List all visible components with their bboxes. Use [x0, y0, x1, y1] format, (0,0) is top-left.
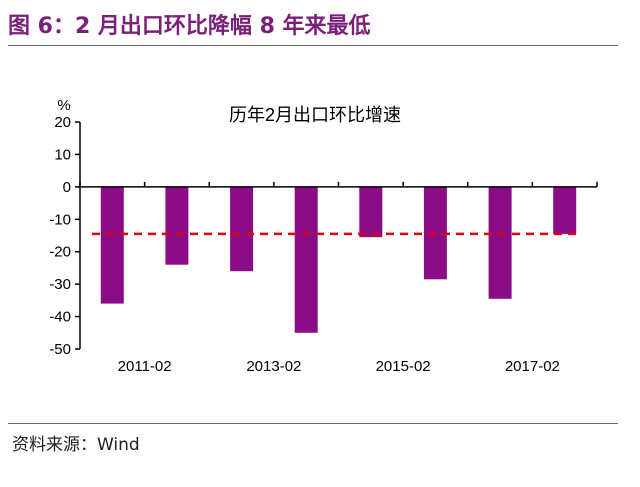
bar-2014-02 [294, 186, 318, 333]
figure-title: 图 6：2 月出口环比降幅 8 年来最低 [8, 14, 371, 39]
chart-title: 历年2月出口环比增速 [229, 105, 401, 125]
bar-2012-02 [165, 186, 189, 265]
source-note: 资料来源：Wind [12, 435, 140, 455]
bar-2013-02 [230, 186, 254, 272]
y-tick-label: 10 [54, 146, 71, 163]
bar-2018-02 [553, 186, 577, 234]
y-tick-label: -30 [49, 276, 71, 293]
y-tick-label: 0 [63, 179, 71, 196]
y-tick-label: 20 [54, 114, 71, 131]
bar-2015-02 [359, 186, 383, 238]
y-tick-label: -20 [49, 244, 71, 261]
x-tick-label: 2017-02 [505, 358, 560, 375]
y-tick-label: -10 [49, 211, 71, 228]
x-tick-label: 2011-02 [118, 358, 172, 375]
y-tick-label: -40 [49, 309, 71, 326]
bottom-rule [8, 423, 618, 424]
y-tick-label: -50 [49, 341, 71, 358]
bar-2011-02 [100, 186, 124, 304]
top-rule [8, 45, 618, 46]
y-axis-unit-label: % [57, 97, 70, 114]
bar-2017-02 [488, 186, 512, 299]
x-tick-label: 2015-02 [376, 358, 431, 375]
x-tick-label: 2013-02 [246, 358, 301, 375]
